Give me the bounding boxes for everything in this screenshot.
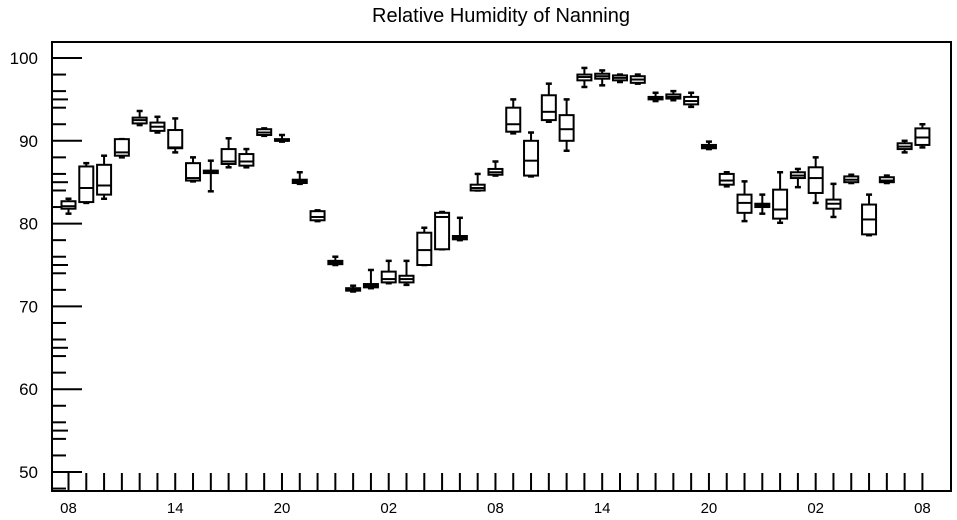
y-tick-label: 70 <box>19 297 38 316</box>
box-series <box>60 66 931 293</box>
x-tick-label: 02 <box>807 500 824 517</box>
box-plot <box>416 226 433 267</box>
box-plot <box>78 161 95 205</box>
box-plot <box>558 98 575 152</box>
box-plot <box>718 171 735 188</box>
box-plot <box>843 173 860 185</box>
y-tick-label: 80 <box>19 215 38 234</box>
box-plot <box>665 89 682 102</box>
box-plot <box>238 147 255 169</box>
x-tick-label: 08 <box>60 500 77 517</box>
box-iqr <box>523 139 540 177</box>
box-iqr <box>60 200 77 210</box>
box-plot <box>594 69 611 87</box>
box-plot <box>789 167 806 189</box>
box-plot <box>629 73 646 85</box>
y-tick-label: 50 <box>19 463 38 482</box>
box-plot <box>914 122 931 149</box>
x-tick-label: 20 <box>701 500 718 517</box>
box-iqr <box>220 148 237 165</box>
box-plot <box>113 137 130 159</box>
box-plot <box>345 284 362 293</box>
x-tick-label: 14 <box>594 500 611 517</box>
box-iqr <box>558 114 575 142</box>
box-plot <box>523 131 540 178</box>
box-plot <box>700 140 717 151</box>
box-plot <box>451 216 468 242</box>
box-plot <box>149 115 166 134</box>
box-plot <box>309 209 326 223</box>
box-plot <box>273 133 290 143</box>
x-tick-label: 08 <box>914 500 931 517</box>
box-iqr <box>505 106 522 133</box>
box-iqr <box>416 231 433 266</box>
box-iqr <box>807 166 824 194</box>
box-plot <box>487 160 504 177</box>
box-plot <box>434 210 451 251</box>
box-plot <box>825 182 842 219</box>
box-plot <box>683 91 700 109</box>
box-iqr <box>185 162 202 182</box>
box-plot <box>878 174 895 185</box>
box-iqr <box>380 270 397 284</box>
box-plot <box>96 154 113 201</box>
box-plot <box>754 193 771 215</box>
box-iqr <box>96 163 113 196</box>
box-plot <box>327 255 344 267</box>
box-plot <box>505 98 522 135</box>
box-iqr <box>78 165 95 204</box>
box-plot <box>896 139 913 154</box>
y-axis: 50 60 70 80 90 100 <box>10 49 82 490</box>
box-plot <box>611 73 628 84</box>
box-plot <box>256 127 273 138</box>
box-plot <box>772 171 789 225</box>
box-plot <box>380 259 397 285</box>
box-plot <box>362 268 379 290</box>
box-plot <box>185 156 202 183</box>
box-iqr <box>434 211 451 251</box>
x-tick-label: 20 <box>274 500 291 517</box>
box-iqr <box>309 210 326 222</box>
box-iqr <box>540 94 557 122</box>
box-plot <box>60 197 77 215</box>
box-iqr <box>772 188 789 220</box>
y-tick-label: 60 <box>19 380 38 399</box>
box-iqr <box>238 153 255 167</box>
box-plot <box>576 66 593 89</box>
box-plot <box>220 137 237 169</box>
box-plot <box>398 259 415 287</box>
x-tick-label: 02 <box>380 500 397 517</box>
box-plot <box>131 109 148 127</box>
box-plot <box>540 82 557 124</box>
x-tick-label: 08 <box>487 500 504 517</box>
x-tick-label: 14 <box>167 500 184 517</box>
y-tick-label: 90 <box>19 132 38 151</box>
box-plot <box>647 91 664 103</box>
box-plot <box>736 180 753 223</box>
box-iqr <box>718 172 735 186</box>
box-iqr <box>167 129 184 150</box>
plot-frame <box>51 41 952 492</box>
box-plot <box>291 171 308 186</box>
box-plot <box>202 159 219 193</box>
box-plot <box>469 172 486 192</box>
box-plot <box>167 117 184 154</box>
chart-title: Relative Humidity of Nanning <box>372 5 630 27</box>
x-axis: 08 14 20 02 08 14 20 02 08 <box>60 473 931 517</box>
y-tick-label: 100 <box>10 49 38 68</box>
box-plot <box>807 156 824 205</box>
box-plot <box>861 193 878 237</box>
